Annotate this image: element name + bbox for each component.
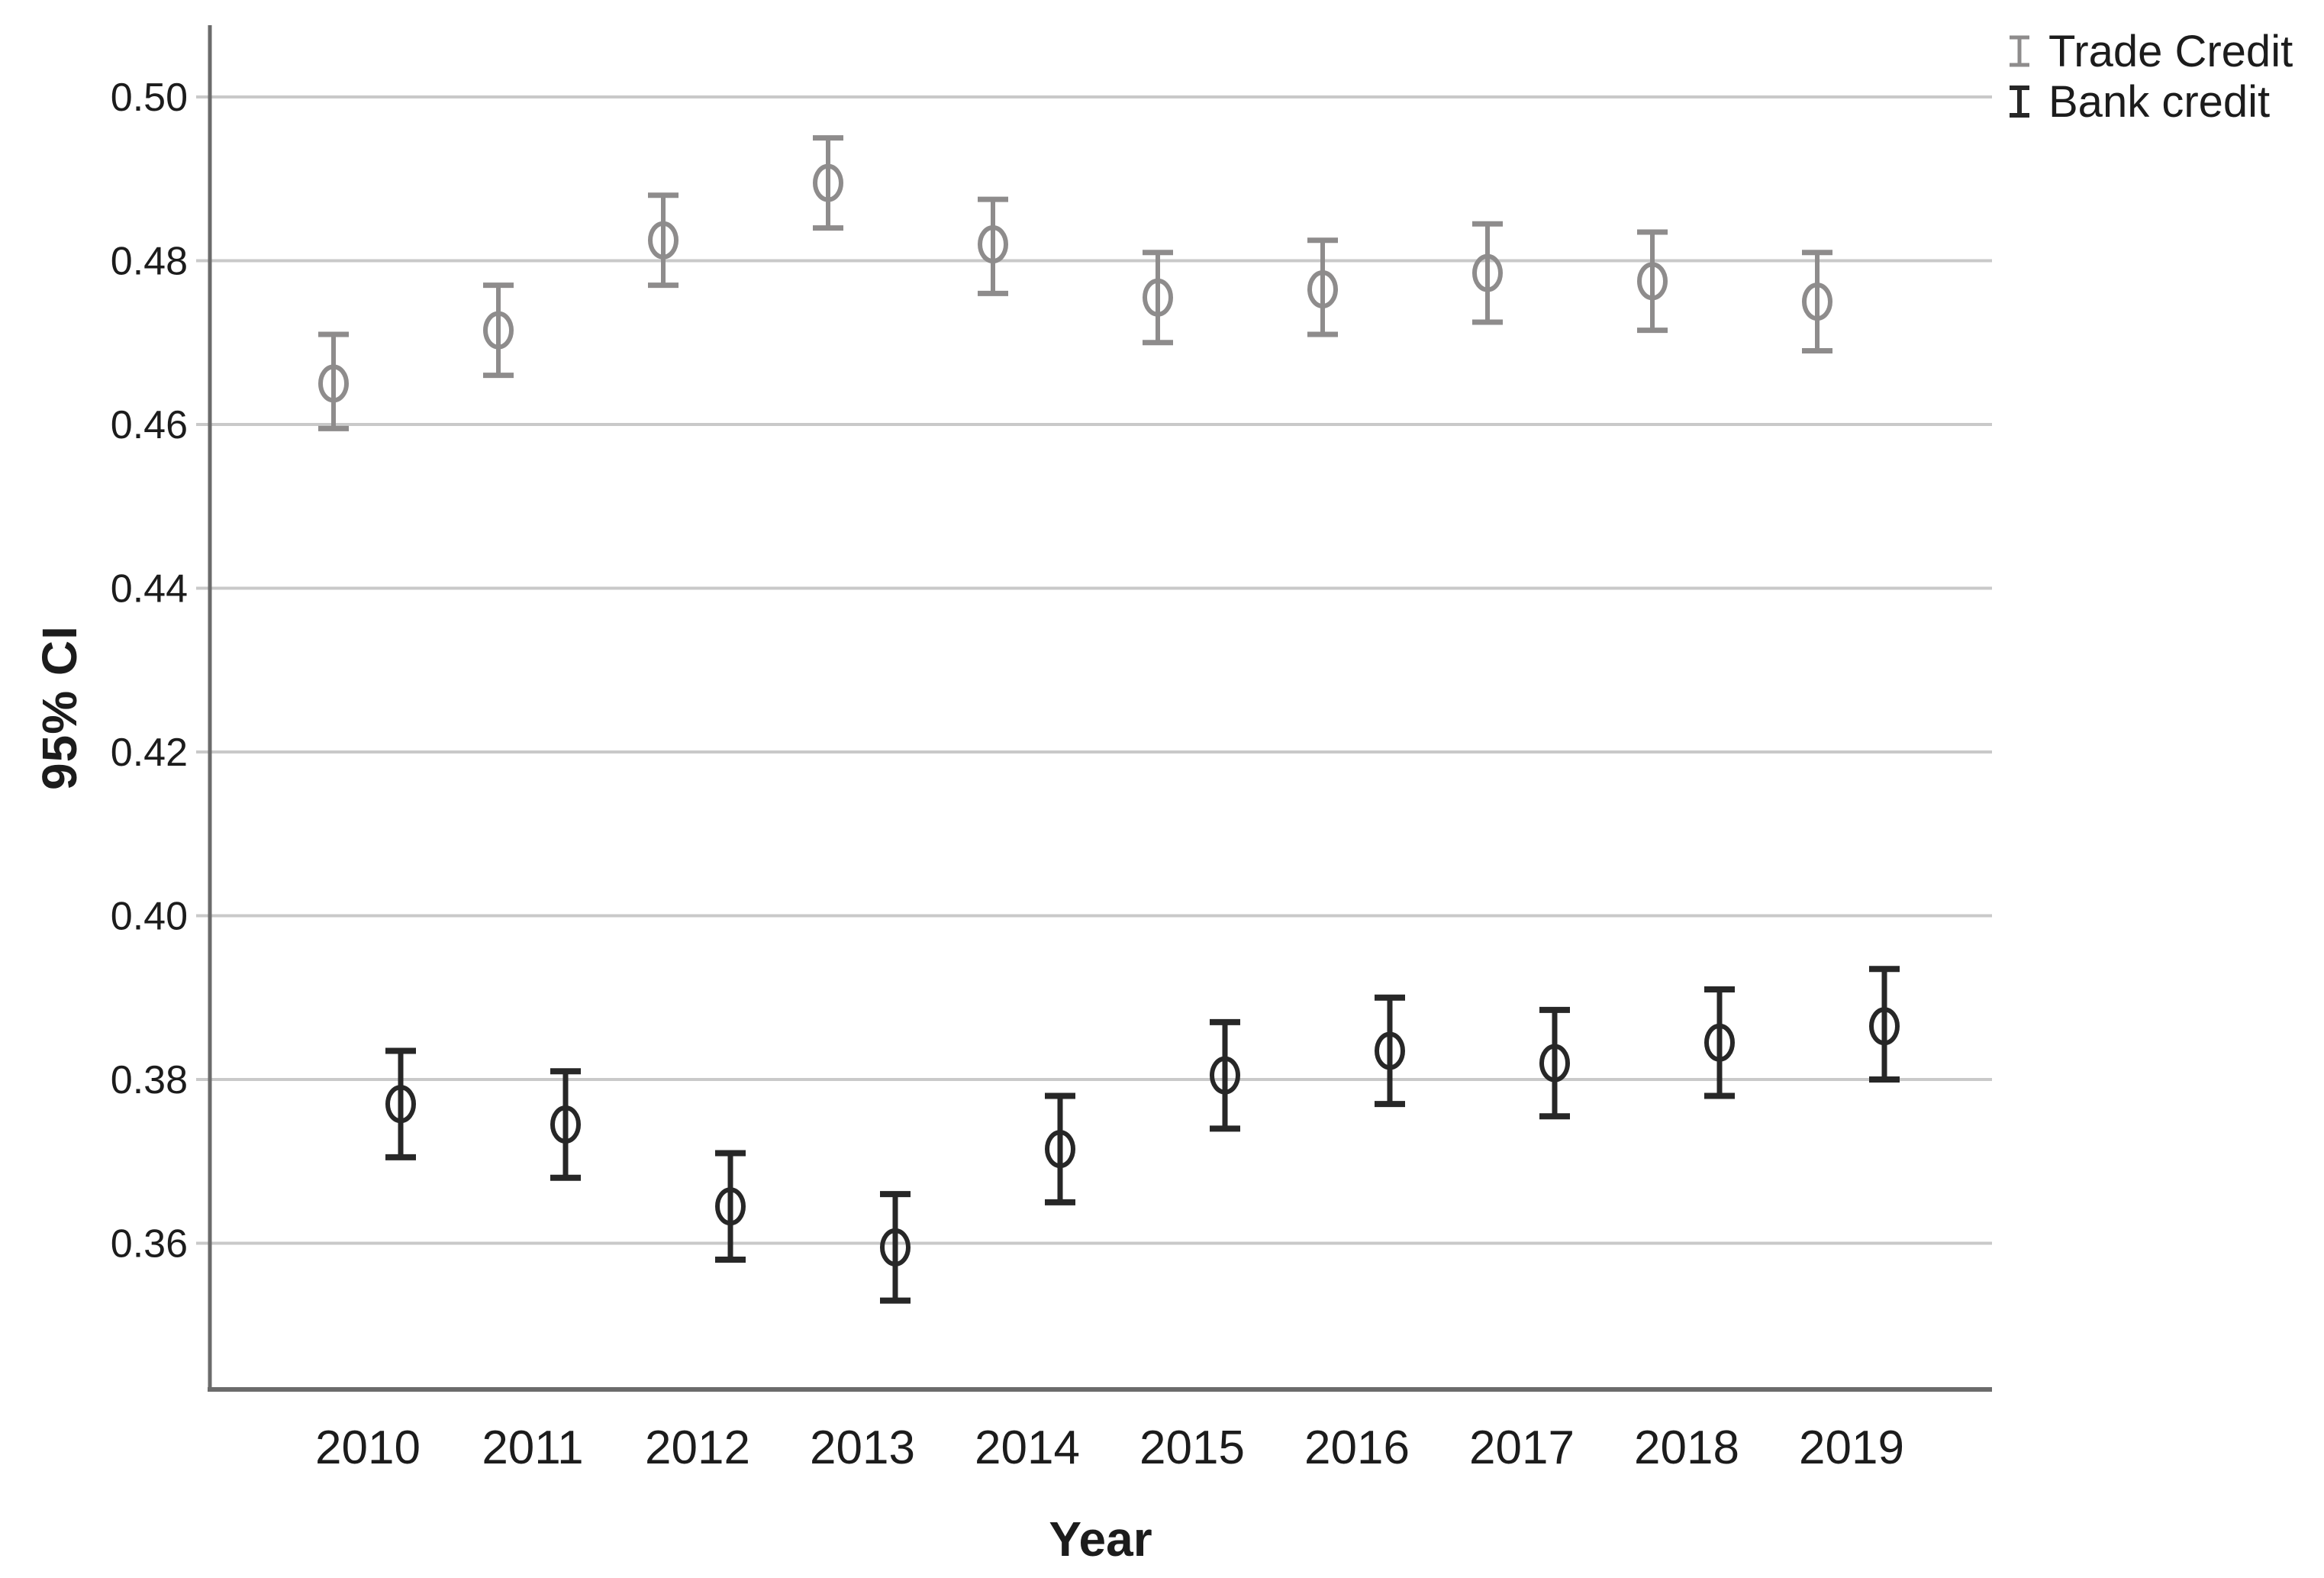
- x-tick-label-2013: 2013: [810, 1421, 915, 1474]
- marker-bank-credit-2013: [880, 1228, 911, 1267]
- x-tick-label-2019: 2019: [1799, 1421, 1904, 1474]
- marker-trade-credit-2015: [1143, 278, 1173, 317]
- legend-label-bank-credit: Bank credit: [2048, 76, 2271, 127]
- marker-trade-credit-2012: [648, 221, 679, 260]
- marker-trade-credit-2011: [483, 311, 514, 350]
- legend: Trade Credit Bank credit: [1998, 26, 2293, 127]
- marker-bank-credit-2010: [385, 1085, 416, 1124]
- y-axis-title: 95% CI: [32, 625, 87, 790]
- marker-trade-credit-2016: [1307, 270, 1338, 309]
- legend-row-bank-credit: Bank credit: [1998, 76, 2293, 127]
- x-tick-label-2011: 2011: [482, 1421, 583, 1474]
- marker-bank-credit-2017: [1539, 1044, 1570, 1083]
- y-tick-label-0.40: 0.40: [111, 895, 188, 939]
- y-tick-label-0.38: 0.38: [111, 1058, 188, 1102]
- marker-trade-credit-2013: [813, 163, 843, 202]
- bank-credit-errorbar-icon: [1998, 80, 2041, 123]
- x-tick-label-2010: 2010: [315, 1421, 421, 1474]
- marker-bank-credit-2012: [715, 1187, 746, 1226]
- y-tick-label-0.50: 0.50: [111, 76, 188, 120]
- x-tick-label-2012: 2012: [645, 1421, 750, 1474]
- y-tick-label-0.44: 0.44: [111, 567, 188, 612]
- x-axis-title: Year: [1049, 1512, 1152, 1567]
- x-tick-label-2014: 2014: [975, 1421, 1080, 1474]
- y-tick-label-0.48: 0.48: [111, 240, 188, 284]
- marker-trade-credit-2019: [1802, 282, 1832, 321]
- x-tick-label-2015: 2015: [1139, 1421, 1245, 1474]
- marker-bank-credit-2018: [1704, 1023, 1735, 1062]
- legend-label-trade-credit: Trade Credit: [2048, 26, 2293, 76]
- y-tick-label-0.36: 0.36: [111, 1222, 188, 1267]
- legend-row-trade-credit: Trade Credit: [1998, 26, 2293, 76]
- x-tick-label-2017: 2017: [1469, 1421, 1575, 1474]
- marker-bank-credit-2015: [1210, 1056, 1240, 1095]
- marker-bank-credit-2019: [1869, 1007, 1900, 1046]
- y-tick-label-0.42: 0.42: [111, 731, 188, 775]
- marker-bank-credit-2014: [1045, 1130, 1075, 1169]
- marker-bank-credit-2011: [550, 1105, 581, 1144]
- marker-trade-credit-2014: [978, 225, 1008, 264]
- trade-credit-errorbar-icon: [1998, 30, 2041, 73]
- x-tick-label-2018: 2018: [1634, 1421, 1739, 1474]
- y-tick-label-0.46: 0.46: [111, 403, 188, 447]
- marker-trade-credit-2018: [1637, 262, 1668, 301]
- x-tick-label-2016: 2016: [1304, 1421, 1410, 1474]
- marker-trade-credit-2017: [1472, 253, 1503, 292]
- marker-trade-credit-2010: [318, 364, 349, 403]
- marker-bank-credit-2016: [1375, 1031, 1405, 1070]
